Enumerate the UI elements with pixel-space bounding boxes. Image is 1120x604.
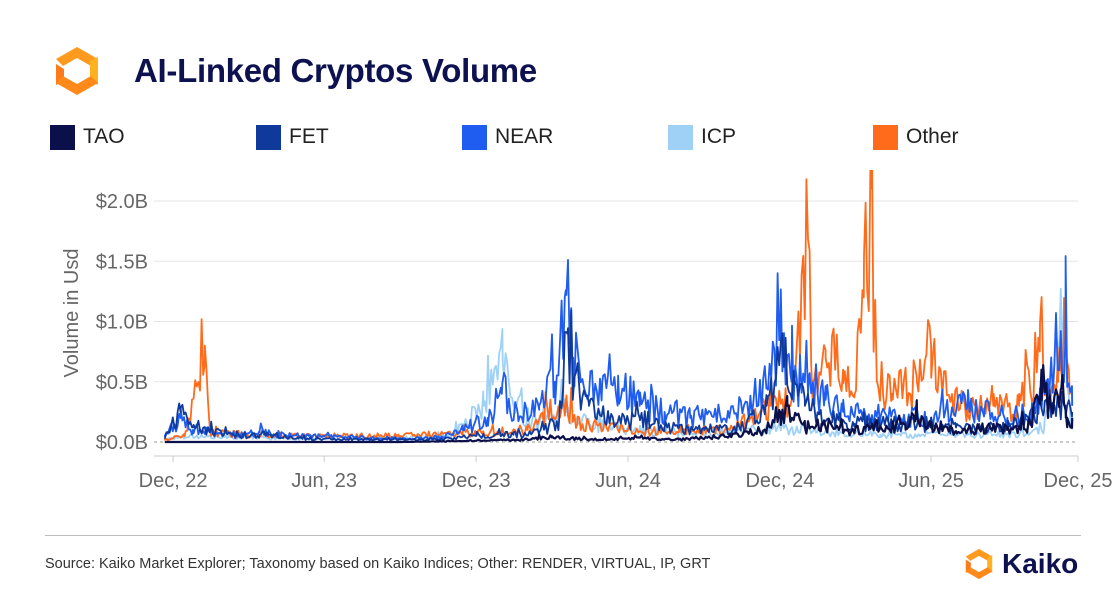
legend-label-near: NEAR xyxy=(495,125,554,148)
legend-label-icp: ICP xyxy=(701,125,737,148)
series-line-near xyxy=(163,255,1074,441)
legend-item-fet: FET xyxy=(256,120,329,154)
x-axis-ticks: Dec, 22 Jun, 23 Dec, 23 Jun, 24 Dec, 24 Jun, … xyxy=(139,455,1113,492)
legend-swatch-fet xyxy=(256,124,281,150)
y-tick-label: $0.0B xyxy=(96,432,148,454)
legend-label-tao: TAO xyxy=(83,125,125,148)
y-tick-label: $0.5B xyxy=(96,372,148,394)
legend-item-icp: ICP xyxy=(668,120,736,154)
footer-divider xyxy=(45,535,1081,536)
y-tick-label: $2.0B xyxy=(96,191,148,213)
y-axis-label: Volume in Usd xyxy=(61,249,83,378)
series-group xyxy=(163,170,1074,444)
volume-chart: Volume in Usd $0.0B$0.5B$1.0B$1.5B$2.0B … xyxy=(61,170,1113,492)
x-tick-label: Dec, 22 xyxy=(139,470,208,492)
kaiko-logo-icon xyxy=(56,47,98,95)
x-tick-label: Dec, 25 xyxy=(1044,470,1113,492)
y-tick-label: $1.5B xyxy=(96,251,148,273)
series-line-tao xyxy=(164,364,1074,444)
x-tick-label: Jun, 24 xyxy=(595,470,661,492)
x-tick-label: Dec, 24 xyxy=(745,470,814,492)
x-tick-label: Dec, 23 xyxy=(442,470,511,492)
legend-swatch-icp xyxy=(668,124,693,150)
legend-item-tao: TAO xyxy=(50,120,125,154)
legend: TAO FET NEAR ICP Other xyxy=(0,120,1120,154)
legend-swatch-other xyxy=(873,124,898,150)
legend-swatch-near xyxy=(462,124,487,150)
y-axis-ticks: $0.0B $0.5B $1.0B $1.5B $2.0B xyxy=(96,191,148,454)
kaiko-logo-icon xyxy=(965,548,993,580)
legend-label-fet: FET xyxy=(289,125,329,148)
source-note: Source: Kaiko Market Explorer; Taxonomy … xyxy=(45,556,711,572)
legend-item-other: Other xyxy=(873,120,959,154)
legend-label-other: Other xyxy=(906,125,959,148)
x-tick-label: Jun, 25 xyxy=(898,470,964,492)
chart-title: AI-Linked Cryptos Volume xyxy=(134,52,537,89)
brand-logo: Kaiko xyxy=(962,544,1078,584)
brand-name: Kaiko xyxy=(1002,548,1079,579)
x-tick-label: Jun, 23 xyxy=(291,470,357,492)
legend-item-near: NEAR xyxy=(462,120,553,154)
legend-swatch-tao xyxy=(50,124,75,150)
grid xyxy=(154,200,1078,443)
y-tick-label: $1.0B xyxy=(96,312,148,334)
